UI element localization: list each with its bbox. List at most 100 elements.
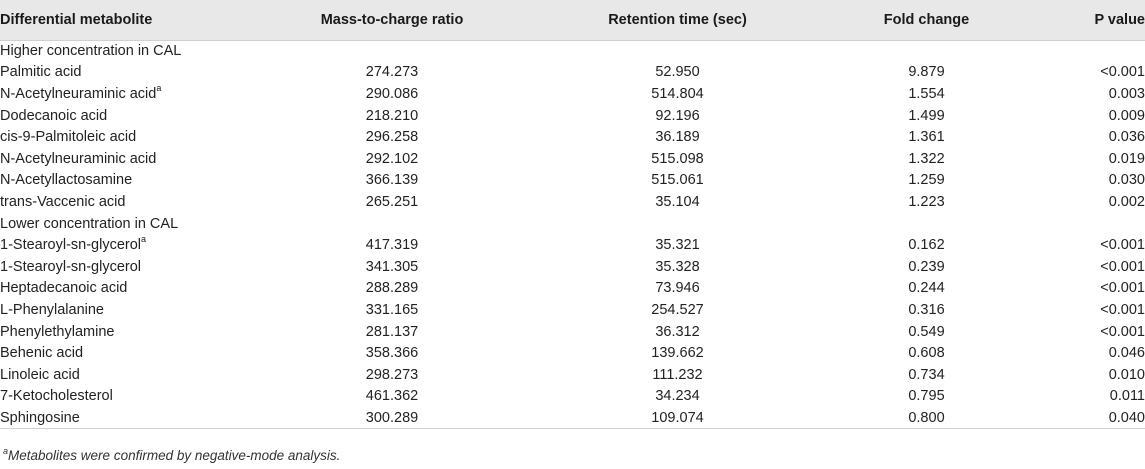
fold-change-cell: 1.322 bbox=[908, 150, 945, 167]
retention-time-cell: 73.946 bbox=[655, 280, 700, 297]
fold-change-cell: 0.734 bbox=[908, 366, 945, 383]
metabolite-name: 7-Ketocholesterol bbox=[0, 388, 113, 405]
mass-to-charge-cell: 292.102 bbox=[365, 150, 419, 167]
retention-time-cell: 109.074 bbox=[528, 407, 827, 430]
table-row: Heptadecanoic acid 288.289 73.946 0.244 <0.0… bbox=[0, 278, 1145, 300]
metabolite-name-cell: 1-Stearoyl-sn-glycerola bbox=[0, 234, 256, 256]
mass-to-charge-cell: 281.137 bbox=[365, 323, 419, 340]
metabolite-name-cell: N-Acetyllactosamine bbox=[0, 170, 256, 192]
table-row: 1-Stearoyl-sn-glycerola 417.319 35.321 0.16… bbox=[0, 234, 1145, 256]
retention-time-cell: 36.189 bbox=[655, 129, 700, 146]
metabolite-name: Dodecanoic acid bbox=[0, 107, 108, 124]
retention-time-cell: 35.321 bbox=[655, 237, 700, 254]
p-value-cell: <0.001 bbox=[1100, 237, 1145, 254]
mass-to-charge-cell: 341.305 bbox=[365, 258, 419, 275]
table-row: trans-Vaccenic acid 265.251 35.104 1.223 0.0… bbox=[0, 191, 1145, 213]
mass-to-charge-cell: 417.319 bbox=[365, 237, 419, 254]
table-row: L-Phenylalanine 331.165 254.527 0.316 <0.001 bbox=[0, 299, 1145, 321]
fold-change-cell: 9.879 bbox=[908, 64, 945, 81]
metabolite-name: trans-Vaccenic acid bbox=[0, 193, 126, 210]
header-row: Differential metabolite Mass-to-charge r… bbox=[0, 0, 1145, 41]
p-value-cell: <0.001 bbox=[1100, 64, 1145, 81]
table-row: Linoleic acid 298.273 111.232 0.734 0.010 bbox=[0, 364, 1145, 386]
p-value-cell: 0.019 bbox=[1108, 150, 1145, 167]
p-value-cell: 0.046 bbox=[1108, 345, 1145, 362]
p-value-cell: <0.001 bbox=[1100, 258, 1145, 275]
metabolite-name: Phenylethylamine bbox=[0, 323, 115, 340]
group-row: Higher concentration in CAL bbox=[0, 40, 1145, 62]
metabolite-name-cell: 1-Stearoyl-sn-glycerol bbox=[0, 256, 256, 278]
mass-to-charge-cell: 290.086 bbox=[365, 85, 419, 102]
p-value-cell: 0.009 bbox=[1108, 107, 1145, 124]
p-value-cell: 0.011 bbox=[1109, 388, 1145, 405]
mass-to-charge-cell: 366.139 bbox=[365, 172, 419, 189]
footnote-mark: a bbox=[3, 445, 9, 456]
retention-time-cell: 36.312 bbox=[655, 323, 700, 340]
p-value-cell: 0.003 bbox=[1108, 85, 1145, 102]
metabolite-name: Sphingosine bbox=[0, 409, 80, 426]
metabolite-name: Linoleic acid bbox=[0, 366, 80, 383]
metabolite-name: L-Phenylalanine bbox=[0, 301, 104, 318]
mass-to-charge-cell: 298.273 bbox=[365, 366, 419, 383]
p-value-cell: 0.010 bbox=[1108, 366, 1145, 383]
fold-change-cell: 0.316 bbox=[908, 301, 945, 318]
table-row: Sphingosine 300.289 109.074 0.800 0.040 bbox=[0, 407, 1145, 430]
metabolite-name: cis-9-Palmitoleic acid bbox=[0, 129, 137, 146]
fold-change-cell: 0.795 bbox=[908, 388, 945, 405]
header-retention-time: Retention time (sec) bbox=[528, 0, 827, 41]
metabolite-name: N-Acetyllactosamine bbox=[0, 172, 133, 189]
retention-time-cell: 35.104 bbox=[655, 193, 700, 210]
metabolite-name: Heptadecanoic acid bbox=[0, 280, 128, 297]
table-row: Dodecanoic acid 218.210 92.196 1.499 0.009 bbox=[0, 105, 1145, 127]
metabolite-name-cell: L-Phenylalanine bbox=[0, 299, 256, 321]
header-p-value: P value bbox=[1026, 0, 1145, 41]
retention-time-cell: 111.232 bbox=[652, 366, 703, 383]
metabolite-name: Behenic acid bbox=[0, 345, 84, 362]
table-row: 7-Ketocholesterol 461.362 34.234 0.795 0.011 bbox=[0, 386, 1145, 408]
mass-to-charge-cell: 265.251 bbox=[365, 193, 419, 210]
retention-time-cell: 92.196 bbox=[655, 107, 700, 124]
retention-time-cell: 515.061 bbox=[651, 172, 704, 189]
metabolite-name-cell: 7-Ketocholesterol bbox=[0, 386, 256, 408]
header-fold-change: Fold change bbox=[827, 0, 1026, 41]
retention-time-cell: 34.234 bbox=[655, 388, 700, 405]
metabolite-name-cell: Behenic acid bbox=[0, 342, 256, 364]
table-row: Palmitic acid 274.273 52.950 9.879 <0.001 bbox=[0, 62, 1145, 84]
table-row: N-Acetylneuraminic acida 290.086 514.804 1.… bbox=[0, 83, 1145, 105]
table-row: 1-Stearoyl-sn-glycerol 341.305 35.328 0.239… bbox=[0, 256, 1145, 278]
p-value-cell: <0.001 bbox=[1100, 280, 1145, 297]
footnote-marker: a bbox=[141, 234, 147, 245]
p-value-cell: 0.002 bbox=[1108, 193, 1145, 210]
mass-to-charge-cell: 288.289 bbox=[365, 280, 419, 297]
p-value-cell: 0.036 bbox=[1108, 129, 1145, 146]
fold-change-cell: 1.259 bbox=[908, 172, 945, 189]
fold-change-cell: 1.499 bbox=[908, 107, 945, 124]
p-value-cell: 0.040 bbox=[1026, 407, 1145, 430]
retention-time-cell: 139.662 bbox=[651, 345, 704, 362]
table-row: N-Acetyllactosamine 366.139 515.061 1.259 0.… bbox=[0, 170, 1145, 192]
table-row: Phenylethylamine 281.137 36.312 0.549 <0.001 bbox=[0, 321, 1145, 343]
table-row: N-Acetylneuraminic acid 292.102 515.098 1.3… bbox=[0, 148, 1145, 170]
metabolite-name-cell: Sphingosine bbox=[0, 407, 256, 430]
fold-change-cell: 0.608 bbox=[908, 345, 945, 362]
fold-change-cell: 0.549 bbox=[908, 323, 945, 340]
metabolite-name: N-Acetylneuraminic acid bbox=[0, 150, 157, 167]
group-label: Higher concentration in CAL bbox=[0, 43, 182, 60]
mass-to-charge-cell: 274.273 bbox=[365, 64, 419, 81]
header-metabolite: Differential metabolite bbox=[0, 0, 256, 41]
metabolite-name-cell: Palmitic acid bbox=[0, 62, 256, 84]
mass-to-charge-cell: 358.366 bbox=[365, 345, 419, 362]
mass-to-charge-cell: 300.289 bbox=[256, 407, 528, 430]
fold-change-cell: 0.162 bbox=[908, 237, 945, 254]
footnote-marker: a bbox=[156, 83, 162, 94]
metabolite-name-cell: N-Acetylneuraminic acida bbox=[0, 83, 256, 105]
metabolite-name-cell: Dodecanoic acid bbox=[0, 105, 256, 127]
fold-change-cell: 1.361 bbox=[908, 129, 945, 146]
mass-to-charge-cell: 461.362 bbox=[365, 388, 419, 405]
table-footnote: aMetabolites were confirmed by negative-… bbox=[3, 445, 340, 463]
metabolite-name: 1-Stearoyl-sn-glycerol bbox=[0, 237, 142, 254]
fold-change-cell: 0.244 bbox=[908, 280, 945, 297]
retention-time-cell: 35.328 bbox=[655, 258, 700, 275]
p-value-cell: 0.030 bbox=[1108, 172, 1145, 189]
